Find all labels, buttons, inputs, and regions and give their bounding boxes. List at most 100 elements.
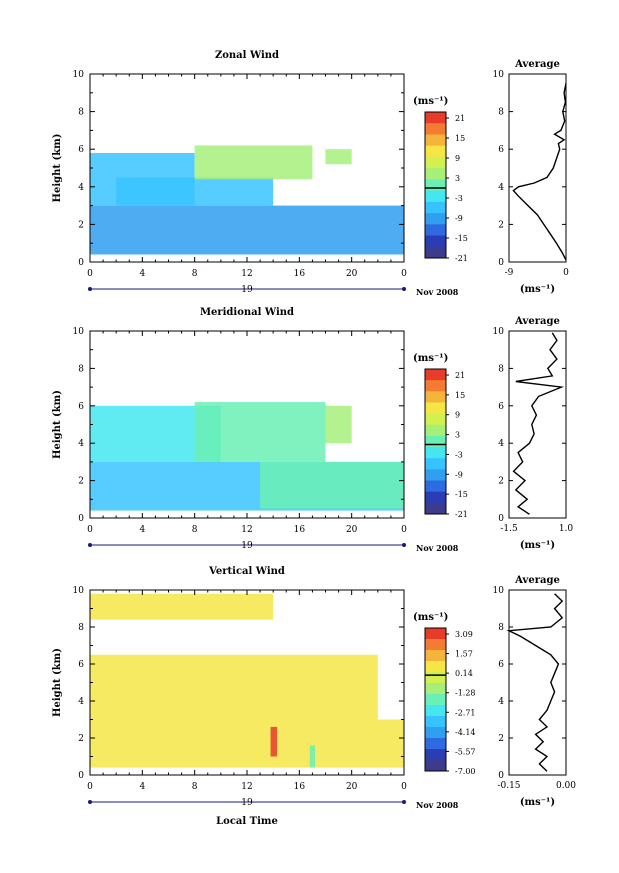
- y-tick-label: 6: [78, 660, 84, 670]
- y-tick-label: 8: [78, 108, 84, 118]
- x-tick-label: 0: [401, 269, 407, 279]
- colorbar-swatch: [425, 123, 446, 135]
- month-label: Nov 2008: [416, 543, 459, 553]
- average-y-tick-label: 2: [498, 477, 504, 487]
- average-y-tick-label: 0: [498, 258, 504, 268]
- colorbar-swatch: [425, 369, 446, 381]
- colorbar-frame: [424, 627, 447, 772]
- x-tick-label: 8: [192, 782, 198, 792]
- colorbar-tick-label: -4.14: [455, 728, 476, 737]
- data-cell: [194, 145, 313, 180]
- x-tick-label: 0: [401, 782, 407, 792]
- date-label: 19: [241, 798, 253, 808]
- average-x-tick-label: -9: [505, 268, 514, 278]
- colorbar-swatch: [425, 650, 446, 662]
- data-cell: [325, 405, 352, 444]
- colorbar-swatch: [425, 134, 446, 147]
- colorbar-swatch: [425, 435, 446, 448]
- average-y-tick-label: 6: [498, 145, 504, 155]
- data-cell: [309, 745, 316, 768]
- y-tick-label: 8: [78, 364, 84, 374]
- colorbar-swatch: [425, 491, 446, 504]
- colorbar-tick-label: -15: [455, 490, 468, 499]
- colorbar-unit: (ms⁻¹): [413, 96, 448, 107]
- average-title: Average: [514, 575, 560, 586]
- y-tick-label: 4: [78, 697, 84, 707]
- colorbar-unit: (ms⁻¹): [413, 353, 448, 364]
- data-cell: [194, 402, 326, 462]
- average-x-tick-label: 0.00: [556, 781, 576, 791]
- date-label: 19: [241, 285, 253, 295]
- x-tick-label: 0: [87, 525, 93, 535]
- colorbar-tick-label: 3: [455, 431, 460, 440]
- average-y-tick-label: 8: [498, 623, 504, 633]
- colorbar-swatch: [425, 480, 446, 493]
- y-tick-label: 2: [78, 734, 84, 744]
- colorbar-swatch: [425, 749, 446, 761]
- average-x-tick-label: 1.0: [559, 524, 574, 534]
- y-tick-label: 6: [78, 145, 84, 155]
- y-tick-label: 4: [78, 439, 84, 449]
- average-y-tick-label: 10: [493, 70, 505, 80]
- colorbar-tick-label: 1.57: [455, 650, 473, 659]
- y-tick-label: 2: [78, 220, 84, 230]
- colorbar-swatch: [425, 156, 446, 169]
- x-tick-label: 0: [87, 269, 93, 279]
- colorbar-tick-label: -3: [455, 450, 463, 459]
- heatmap-layer: [90, 402, 404, 511]
- colorbar-swatch: [425, 661, 446, 673]
- x-tick-label: 0: [401, 525, 407, 535]
- average-unit: (ms⁻¹): [520, 540, 555, 551]
- average-title: Average: [514, 316, 560, 327]
- colorbar-unit: (ms⁻¹): [413, 612, 448, 623]
- colorbar-swatch: [425, 760, 446, 772]
- x-axis-label: Local Time: [216, 816, 278, 827]
- average-x-tick-label: -1.5: [500, 524, 518, 534]
- date-bar-end: [402, 800, 406, 804]
- average-unit: (ms⁻¹): [520, 797, 555, 808]
- colorbar-tick-label: -9: [455, 470, 463, 479]
- colorbar-tick-label: -3: [455, 194, 463, 203]
- average-x-tick-label: 0: [563, 268, 569, 278]
- x-tick-label: 4: [139, 782, 145, 792]
- colorbar-swatch: [425, 694, 446, 706]
- colorbar-tick-label: 15: [455, 391, 465, 400]
- average-frame: [508, 589, 567, 776]
- average-profile-line: [506, 593, 564, 772]
- x-tick-label: 4: [139, 269, 145, 279]
- colorbar-tick-label: -2.71: [455, 708, 476, 717]
- x-tick-label: 0: [87, 782, 93, 792]
- average-x-tick-label: -0.15: [497, 781, 520, 791]
- colorbar-swatch: [425, 413, 446, 426]
- average-y-tick-label: 10: [493, 586, 505, 596]
- colorbar-swatch: [425, 201, 446, 214]
- colorbar-swatch: [425, 179, 446, 192]
- colorbar-swatch: [425, 145, 446, 158]
- colorbar-tick-label: -21: [455, 254, 468, 263]
- colorbar-tick-label: -7.00: [455, 767, 476, 776]
- average-y-tick-label: 6: [498, 402, 504, 412]
- date-bar-end: [88, 287, 92, 291]
- colorbar-tick-label: -9: [455, 214, 463, 223]
- date-bar-end: [88, 543, 92, 547]
- y-axis-label: Height (km): [52, 648, 63, 717]
- y-tick-label: 6: [78, 402, 84, 412]
- x-tick-label: 16: [294, 782, 306, 792]
- date-bar-end: [88, 800, 92, 804]
- colorbar-tick-label: 9: [455, 411, 460, 420]
- data-cell: [116, 177, 274, 206]
- average-y-tick-label: 0: [498, 514, 504, 524]
- y-tick-label: 10: [73, 586, 85, 596]
- y-tick-label: 10: [73, 70, 85, 80]
- x-tick-label: 20: [346, 525, 358, 535]
- average-profile-line: [512, 332, 565, 515]
- colorbar-swatch: [425, 112, 446, 124]
- colorbar-swatch: [425, 502, 446, 515]
- x-tick-label: 20: [346, 782, 358, 792]
- average-y-tick-label: 2: [498, 220, 504, 230]
- date-bar-end: [402, 287, 406, 291]
- colorbar-swatch: [425, 628, 446, 640]
- data-cell: [90, 654, 378, 720]
- data-cell: [90, 719, 404, 768]
